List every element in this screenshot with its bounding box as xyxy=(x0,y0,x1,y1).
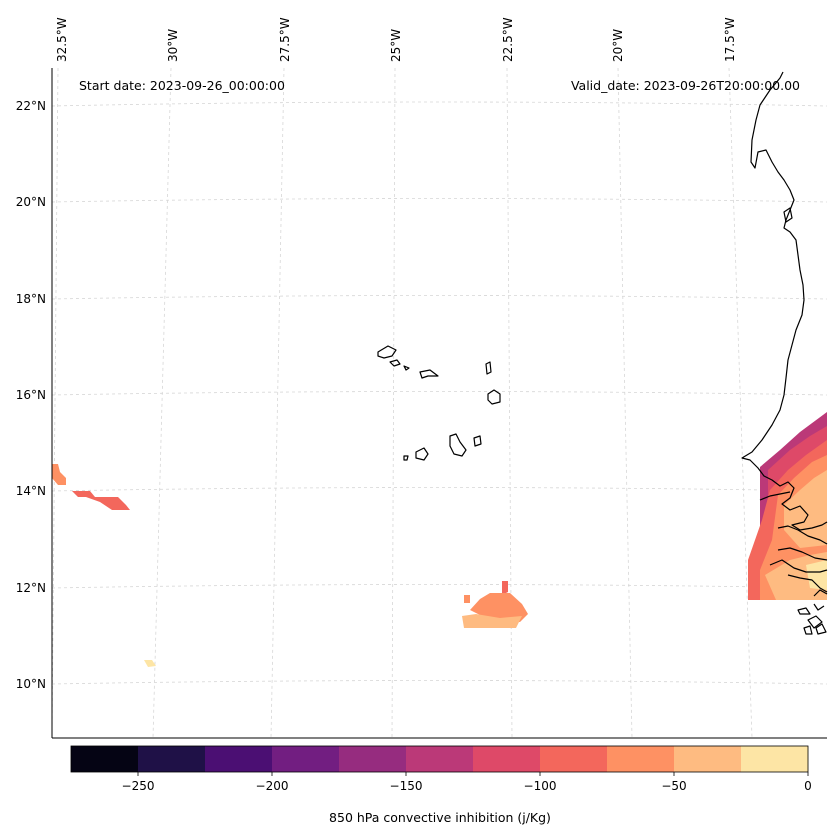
lat-label-16n: 16°N xyxy=(16,388,46,402)
lat-label-10n: 10°N xyxy=(16,677,46,691)
colorbar-tick-label: −150 xyxy=(390,779,423,793)
longitude-labels: 32.5°W 30°W 27.5°W 25°W 22.5°W 20°W 17.5… xyxy=(55,17,737,62)
lat-label-22n: 22°N xyxy=(16,99,46,113)
colorbar-bin-9 xyxy=(674,746,742,772)
sao-nicolau xyxy=(419,369,439,379)
colorbar-tick-label: −200 xyxy=(256,779,289,793)
cin-patch-east-pale xyxy=(806,560,827,590)
colorbar-bin-3 xyxy=(272,746,340,772)
colorbar-bin-0 xyxy=(71,746,139,772)
boa-vista xyxy=(487,389,501,405)
map-panel xyxy=(52,68,827,738)
colorbar-bin-4 xyxy=(339,746,407,772)
fogo xyxy=(415,447,429,461)
colorbar-bin-10 xyxy=(741,746,809,772)
lon-label-17-5w: 17.5°W xyxy=(723,17,737,62)
graticule xyxy=(51,67,828,739)
cin-patch-west-2 xyxy=(72,491,130,510)
coastlines xyxy=(377,71,828,635)
lat-label-18n: 18°N xyxy=(16,292,46,306)
colorbar-frame xyxy=(70,745,809,773)
lat-label-14n: 14°N xyxy=(16,484,46,498)
brava xyxy=(403,455,409,461)
lon-label-22-5w: 22.5°W xyxy=(501,17,515,62)
santo-antao xyxy=(377,345,397,359)
lon-label-32-5w: 32.5°W xyxy=(55,17,69,62)
colorbar-bin-2 xyxy=(205,746,273,772)
cin-patch-central-light xyxy=(462,614,522,628)
start-date-text: Start date: 2023-09-26_00:00:00 xyxy=(79,78,285,93)
lon-label-25w: 25°W xyxy=(389,29,403,62)
cin-patch-west-1 xyxy=(52,464,66,485)
colorbar-tick-label: −100 xyxy=(524,779,557,793)
colorbar-bin-7 xyxy=(540,746,608,772)
cin-patch-west-3 xyxy=(144,660,156,667)
colorbar-tick-label: 0 xyxy=(804,779,812,793)
sao-vicente xyxy=(389,359,401,367)
colorbar-bin-5 xyxy=(406,746,474,772)
colorbar-bin-6 xyxy=(473,746,541,772)
cin-field xyxy=(52,412,827,667)
africa-coastline xyxy=(741,71,828,531)
colorbar-label: 850 hPa convective inhibition (j/Kg) xyxy=(329,810,551,825)
latitude-labels: 22°N 20°N 18°N 16°N 14°N 12°N 10°N xyxy=(16,99,46,691)
colorbar-bin-1 xyxy=(138,746,206,772)
lat-label-12n: 12°N xyxy=(16,581,46,595)
colorbar-bin-8 xyxy=(607,746,675,772)
colorbar-tick-label: −250 xyxy=(122,779,155,793)
valid-date-text: Valid_date: 2023-09-26T20:00:00.00 xyxy=(571,78,800,93)
cin-patch-central-red xyxy=(502,581,508,595)
cin-patch-central-mid xyxy=(470,593,528,622)
santa-luzia xyxy=(403,365,410,371)
lon-label-27-5w: 27.5°W xyxy=(278,17,292,62)
colorbar-ticks: −250 −200 −150 −100 −50 0 xyxy=(122,772,812,793)
maio xyxy=(473,435,482,447)
lat-label-20n: 20°N xyxy=(16,195,46,209)
lon-label-20w: 20°W xyxy=(611,29,625,62)
santiago xyxy=(449,433,467,457)
cin-patch-central-outer xyxy=(464,595,470,603)
lon-label-30w: 30°W xyxy=(166,29,180,62)
sal xyxy=(485,361,492,375)
colorbar-tick-label: −50 xyxy=(661,779,686,793)
map-border xyxy=(51,68,827,739)
colorbar xyxy=(70,745,809,773)
